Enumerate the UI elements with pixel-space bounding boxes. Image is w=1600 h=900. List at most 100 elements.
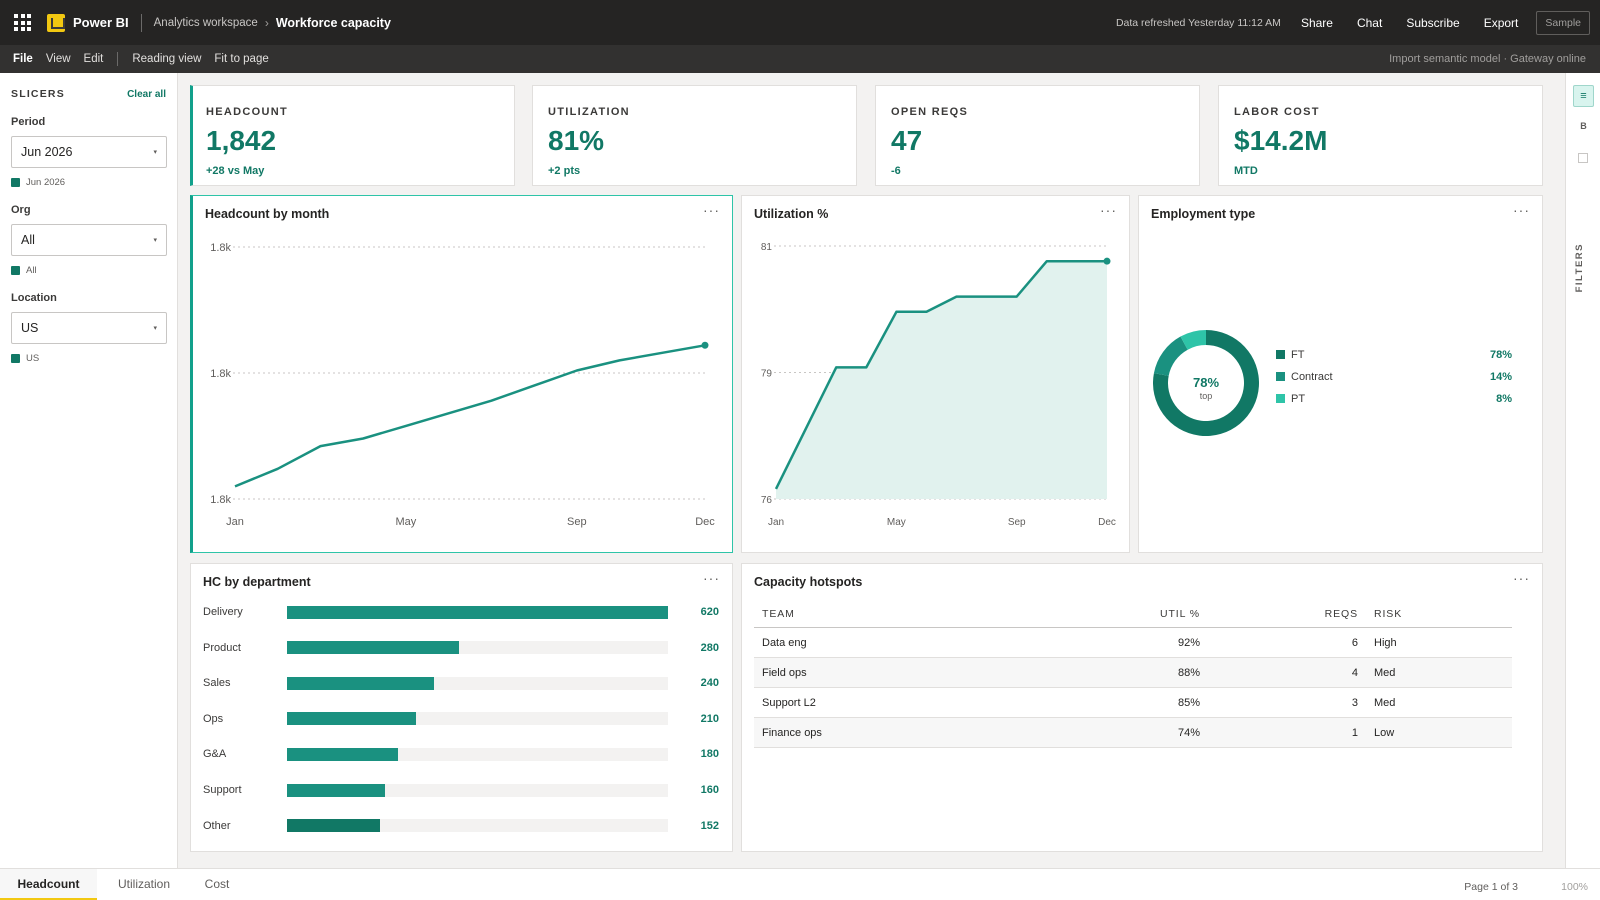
- y-tick-label: 81: [761, 242, 773, 253]
- table-cell: High: [1374, 636, 1397, 649]
- share-button[interactable]: Share: [1300, 15, 1333, 30]
- x-tick-label: Sep: [567, 516, 587, 528]
- filters-pane-toggle[interactable]: FILTERS: [1574, 243, 1585, 293]
- capacity-hotspots-visual[interactable]: Capacity hotspots ··· TEAM UTIL % REQS RISK…: [741, 563, 1543, 852]
- period-chip[interactable]: Jun 2026: [11, 177, 166, 188]
- bar: [287, 783, 386, 797]
- kpi-delta: +2 pts: [548, 165, 581, 177]
- kpi-open-reqs-card[interactable]: OPEN REQS 47 -6: [875, 85, 1200, 186]
- page-tabs-bar: Headcount Utilization Cost Page 1 of 3 1…: [0, 868, 1600, 900]
- brand-name[interactable]: Power BI: [73, 15, 129, 30]
- model-status: Import semantic model · Gateway online: [1389, 53, 1586, 65]
- fit-to-page-button[interactable]: Fit to page: [214, 53, 269, 65]
- bar-track: [287, 605, 668, 619]
- bookmark-button[interactable]: B: [1580, 121, 1587, 131]
- breadcrumb-workspace[interactable]: Analytics workspace: [153, 16, 258, 29]
- table-cell: Support L2: [762, 696, 816, 709]
- org-value: All: [21, 233, 35, 247]
- location-chip[interactable]: US: [11, 353, 166, 364]
- headcount-by-month-visual[interactable]: Headcount by month ··· 1.8k 1.8k 1.8k Jan Ma…: [190, 195, 733, 553]
- legend-swatch: [1276, 350, 1285, 359]
- more-options-icon[interactable]: ···: [1513, 570, 1530, 586]
- menu-lines-icon[interactable]: ≡: [1573, 85, 1594, 107]
- bar-row[interactable]: Other 152: [203, 816, 723, 836]
- table-header: TEAM UTIL % REQS RISK: [754, 600, 1512, 628]
- more-options-icon[interactable]: ···: [703, 570, 720, 586]
- location-dropdown[interactable]: US ▾: [11, 312, 167, 344]
- table-row[interactable]: Data eng 92% 6 High: [754, 628, 1512, 658]
- utilization-visual[interactable]: Utilization % ··· 81 79 76 Jan May Sep Dec: [741, 195, 1130, 553]
- clear-all-button[interactable]: Clear all: [127, 88, 166, 100]
- breadcrumb-report[interactable]: Workforce capacity: [275, 15, 391, 30]
- bar-track: [287, 712, 668, 726]
- column-header[interactable]: REQS: [1324, 607, 1358, 620]
- tab-headcount[interactable]: Headcount: [0, 869, 97, 900]
- table-cell: 85%: [1177, 696, 1200, 709]
- bar-row[interactable]: Delivery 620: [203, 602, 723, 622]
- bar: [287, 605, 668, 619]
- bar-row[interactable]: Support 160: [203, 780, 723, 800]
- table-row[interactable]: Finance ops 74% 1 Low: [754, 718, 1512, 748]
- table-cell: Data eng: [762, 636, 807, 649]
- table-cell: 1: [1351, 726, 1358, 739]
- menu-file[interactable]: File: [13, 53, 33, 65]
- data-point: [701, 341, 709, 349]
- bar-track: [287, 641, 668, 655]
- subscribe-button[interactable]: Subscribe: [1406, 15, 1460, 30]
- table-cell: Field ops: [762, 666, 807, 679]
- donut-center-value: 78%: [1193, 375, 1219, 390]
- utilization-area-chart: 81 79 76 Jan May Sep Dec: [761, 242, 1116, 528]
- zoom-level[interactable]: 100%: [1561, 881, 1588, 893]
- hc-by-department-visual[interactable]: HC by department ··· Delivery 620 Product 2…: [190, 563, 733, 852]
- y-tick-label: 79: [761, 369, 773, 380]
- bar-track: [287, 783, 668, 797]
- kpi-headcount-card[interactable]: HEADCOUNT 1,842 +28 vs May: [190, 85, 515, 186]
- employment-type-visual[interactable]: Employment type ··· 78% top FT 78% Contract 1…: [1138, 195, 1543, 553]
- bar-track: [287, 676, 668, 690]
- column-header[interactable]: UTIL %: [1159, 607, 1200, 620]
- kpi-value: $14.2M: [1234, 125, 1328, 156]
- kpi-label: UTILIZATION: [548, 106, 630, 118]
- table-cell: Low: [1374, 726, 1395, 739]
- legend-label: FT: [1291, 349, 1305, 361]
- chat-button[interactable]: Chat: [1356, 15, 1383, 30]
- breadcrumb-chevron-icon: ›: [264, 15, 269, 30]
- menu-view[interactable]: View: [45, 53, 71, 65]
- page-indicator: Page 1 of 3: [1464, 881, 1518, 893]
- square-icon[interactable]: [1578, 153, 1588, 163]
- bar-category-label: Delivery: [203, 606, 243, 618]
- bar-row[interactable]: Product 280: [203, 638, 723, 658]
- y-tick-label: 76: [761, 495, 773, 506]
- kpi-delta: MTD: [1234, 165, 1258, 177]
- org-dropdown[interactable]: All ▾: [11, 224, 167, 256]
- menu-edit[interactable]: Edit: [83, 53, 104, 65]
- sample-badge[interactable]: Sample: [1536, 10, 1590, 35]
- reading-view-button[interactable]: Reading view: [132, 53, 202, 65]
- kpi-utilization-card[interactable]: UTILIZATION 81% +2 pts: [532, 85, 857, 186]
- legend-value: 78%: [1490, 349, 1512, 361]
- table-cell: 3: [1351, 696, 1358, 709]
- table-row[interactable]: Support L2 85% 3 Med: [754, 688, 1512, 718]
- column-header[interactable]: TEAM: [762, 607, 795, 620]
- chevron-down-icon: ▾: [153, 237, 157, 244]
- y-tick-label: 1.8k: [210, 494, 231, 506]
- export-button[interactable]: Export: [1483, 15, 1519, 30]
- tab-utilization[interactable]: Utilization: [117, 877, 171, 891]
- kpi-labor-cost-card[interactable]: LABOR COST $14.2M MTD: [1218, 85, 1543, 186]
- bar-row[interactable]: Ops 210: [203, 709, 723, 729]
- bar-row[interactable]: G&A 180: [203, 744, 723, 764]
- org-chip[interactable]: All: [11, 265, 166, 276]
- more-options-icon[interactable]: ···: [1100, 202, 1117, 218]
- legend-label: PT: [1291, 393, 1305, 405]
- tab-cost[interactable]: Cost: [204, 877, 230, 891]
- bar-row[interactable]: Sales 240: [203, 673, 723, 693]
- table-row[interactable]: Field ops 88% 4 Med: [754, 658, 1512, 688]
- more-options-icon[interactable]: ···: [1513, 202, 1530, 218]
- more-options-icon[interactable]: ···: [703, 202, 720, 218]
- app-launcher-icon[interactable]: [14, 14, 31, 31]
- series-line: [774, 259, 1107, 490]
- table-cell: Med: [1374, 696, 1396, 709]
- period-dropdown[interactable]: Jun 2026 ▾: [11, 136, 167, 168]
- column-header[interactable]: RISK: [1374, 607, 1403, 620]
